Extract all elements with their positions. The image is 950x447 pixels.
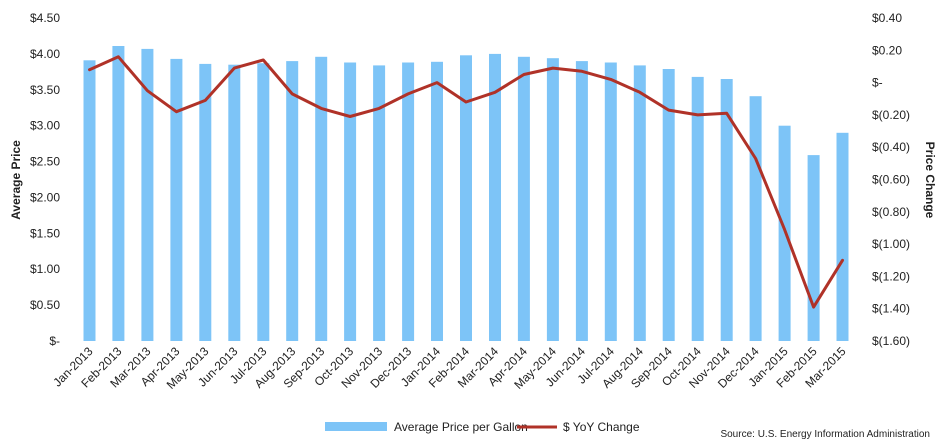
x-axis-ticks: Jan-2013Feb-2013Mar-2013Apr-2013May-2013… (50, 344, 849, 392)
bar-Sep-2013 (315, 56, 328, 342)
bar-Nov-2014 (720, 79, 733, 341)
y-tick-label: $2.50 (30, 155, 60, 169)
y2-tick-label: $- (872, 76, 883, 90)
bar-Mar-2013 (141, 48, 154, 342)
bar-Feb-2013 (112, 46, 125, 341)
y-tick-label: $1.00 (30, 262, 60, 276)
bar-Jul-2013 (257, 63, 270, 341)
bar-Aug-2014 (633, 65, 646, 342)
y2-tick-label: $(0.60) (872, 173, 910, 187)
y2-tick-label: $(1.00) (872, 237, 910, 251)
bar-Jun-2013 (228, 64, 241, 341)
bar-Oct-2013 (344, 62, 357, 341)
y2-tick-label: $(0.80) (872, 205, 910, 219)
bar-Mar-2015 (836, 132, 849, 341)
y-tick-label: $2.00 (30, 190, 60, 204)
legend-swatch-bar (325, 422, 387, 431)
bar-Feb-2014 (460, 55, 472, 342)
legend-label-bar: Average Price per Gallon (394, 420, 528, 434)
left-axis-ticks: $- $0.50 $1.00 $1.50 $2.00 $2.50 $3.00 $3.50 $4.… (30, 11, 60, 348)
bar-Dec-2013 (402, 62, 415, 341)
y-tick-label: $- (49, 334, 60, 348)
y2-tick-label: $(0.40) (872, 140, 910, 154)
bar-May-2014 (546, 58, 559, 341)
bar-Apr-2013 (170, 58, 183, 342)
right-axis-ticks: $(1.60) $(1.40) $(1.20) $(1.00) $(0.80) $(0.6… (872, 11, 910, 348)
bar-Aug-2013 (286, 61, 299, 341)
legend-label-line: $ YoY Change (563, 420, 640, 434)
source-note: Source: U.S. Energy Information Administ… (720, 429, 930, 440)
y2-tick-label: $(1.20) (872, 269, 910, 283)
y2-tick-label: $(1.60) (872, 334, 910, 348)
bar-Oct-2014 (691, 76, 704, 342)
y2-tick-label: $0.20 (872, 43, 902, 57)
bar-Jan-2013 (83, 60, 96, 342)
bar-Dec-2014 (749, 96, 762, 341)
line-series (88, 55, 844, 309)
bar-Jul-2014 (604, 62, 617, 341)
y2-tick-label: $(1.40) (872, 302, 910, 316)
legend: Average Price per Gallon $ YoY Change (325, 420, 640, 434)
left-axis-title: Average Price (9, 140, 23, 220)
y-tick-label: $4.50 (30, 11, 60, 25)
bar-Nov-2013 (373, 65, 386, 342)
right-axis-title: Price Change (923, 142, 937, 219)
y2-tick-label: $0.40 (872, 11, 902, 25)
y2-tick-label: $(0.20) (872, 108, 910, 122)
y-tick-label: $1.50 (30, 226, 60, 240)
y-tick-label: $3.50 (30, 83, 60, 97)
bar-Sep-2014 (662, 69, 675, 341)
bar-Mar-2014 (489, 53, 501, 342)
y-tick-label: $0.50 (30, 298, 60, 312)
bar-Jun-2014 (575, 61, 588, 341)
bar-Jan-2014 (431, 61, 443, 342)
bar-series (83, 46, 849, 342)
bar-Feb-2015 (807, 155, 820, 341)
y-tick-label: $3.00 (30, 119, 60, 133)
bar-Apr-2014 (517, 56, 530, 342)
y-tick-label: $4.00 (30, 47, 60, 61)
bar-May-2013 (199, 63, 212, 342)
